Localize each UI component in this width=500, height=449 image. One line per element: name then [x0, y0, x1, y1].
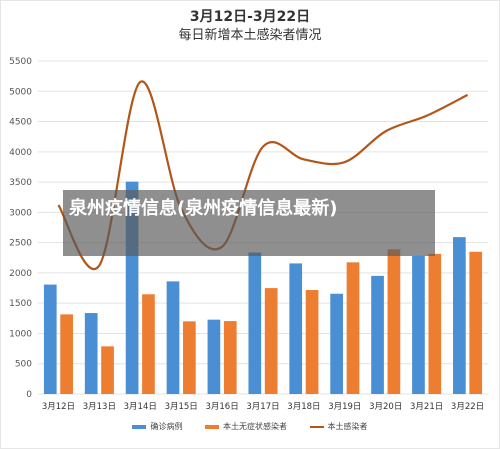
x-tick-label: 3月16日	[205, 402, 238, 412]
bar-confirmed	[248, 252, 262, 394]
bar-asymptomatic	[305, 290, 319, 394]
bar-asymptomatic	[387, 249, 401, 394]
y-tick-label: 2000	[9, 269, 32, 279]
x-tick-label: 3月14日	[124, 402, 157, 412]
legend-label-infected: 本土感染者	[327, 422, 368, 431]
legend-item-confirmed: 确诊病例	[132, 421, 182, 432]
y-tick-label: 0	[26, 390, 32, 400]
x-tick-label: 3月13日	[83, 402, 116, 412]
bar-asymptomatic	[428, 253, 442, 394]
bar-asymptomatic	[142, 294, 155, 394]
bar-confirmed	[207, 319, 221, 394]
x-tick-label: 3月19日	[328, 402, 361, 412]
x-tick-label: 3月20日	[369, 402, 402, 412]
x-tick-label: 3月21日	[410, 402, 443, 412]
x-tick-label: 3月12日	[42, 402, 75, 412]
y-tick-label: 4000	[9, 148, 32, 158]
y-tick-label: 500	[15, 360, 32, 370]
bar-asymptomatic	[183, 321, 196, 394]
legend-item-infected: 本土感染者	[309, 421, 368, 432]
y-tick-label: 3000	[9, 208, 32, 218]
bar-confirmed	[371, 275, 384, 394]
y-tick-label: 4500	[9, 118, 32, 128]
chart-subtitle: 每日新增本土感染者情况	[178, 28, 322, 43]
bar-confirmed	[330, 293, 343, 394]
y-tick-label: 1500	[9, 299, 32, 309]
legend-label-confirmed: 确诊病例	[150, 422, 183, 431]
chart-title: 3月12日-3月22日	[189, 9, 311, 25]
bar-asymptomatic	[223, 321, 237, 394]
chart-legend: 确诊病例 本土无症状感染者 本土感染者	[0, 421, 500, 432]
y-tick-label: 1000	[9, 329, 32, 339]
y-tick-label: 2500	[9, 239, 32, 249]
legend-swatch-asymptomatic	[205, 424, 219, 429]
bar-asymptomatic	[469, 251, 483, 394]
bar-confirmed	[43, 284, 57, 394]
x-tick-label: 3月18日	[287, 402, 320, 412]
bar-asymptomatic	[264, 288, 278, 394]
legend-swatch-confirmed	[132, 424, 147, 429]
bar-confirmed	[289, 263, 303, 394]
bar-asymptomatic	[60, 314, 73, 394]
bar-confirmed	[412, 255, 425, 394]
bar-confirmed	[166, 281, 180, 394]
watermark-overlay: 泉州疫情信息(泉州疫情信息最新)	[63, 190, 435, 256]
legend-swatch-infected	[309, 425, 324, 428]
bar-confirmed	[84, 313, 98, 394]
legend-item-asymptomatic: 本土无症状感染者	[205, 421, 287, 432]
y-tick-label: 5000	[9, 87, 32, 97]
x-tick-label: 3月22日	[451, 402, 484, 412]
y-tick-label: 5500	[9, 57, 32, 67]
bar-asymptomatic	[101, 346, 114, 394]
x-tick-label: 3月15日	[165, 402, 198, 412]
overlay-caption: 泉州疫情信息(泉州疫情信息最新)	[69, 198, 338, 219]
x-tick-label: 3月17日	[246, 402, 279, 412]
legend-label-asymptomatic: 本土无症状感染者	[223, 422, 287, 431]
y-tick-label: 3500	[9, 178, 32, 188]
bar-confirmed	[453, 237, 466, 394]
bar-asymptomatic	[346, 262, 360, 394]
